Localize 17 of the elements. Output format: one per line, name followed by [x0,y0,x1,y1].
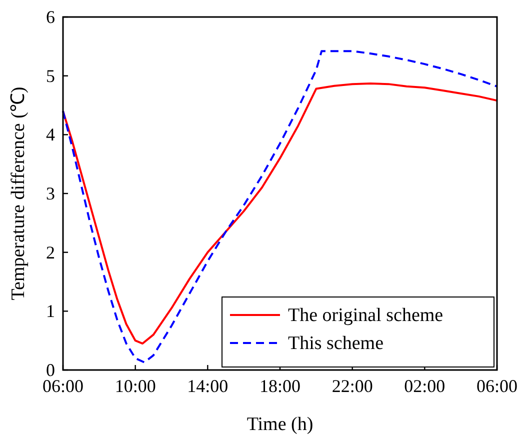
legend-label: This scheme [288,333,384,354]
y-tick-label: 2 [46,242,55,262]
x-tick-label: 14:00 [187,376,228,396]
y-axis-title: Temperature difference (℃) [8,86,29,300]
y-tick-label: 4 [46,124,55,145]
x-tick-label: 22:00 [332,376,373,396]
y-tick-label: 3 [46,184,55,204]
x-tick-label: 02:00 [404,376,446,396]
line-series [62,50,498,364]
y-tick-label: 5 [46,66,55,86]
x-tick-label: 18:00 [259,376,301,396]
y-tick-label: 6 [46,7,55,27]
x-tick-label: 06:00 [476,376,518,396]
y-tick-label: 1 [46,301,55,322]
x-axis-title: Time (h) [246,414,314,435]
legend-label: The original scheme [288,305,444,326]
x-tick-label: 10:00 [114,376,156,396]
